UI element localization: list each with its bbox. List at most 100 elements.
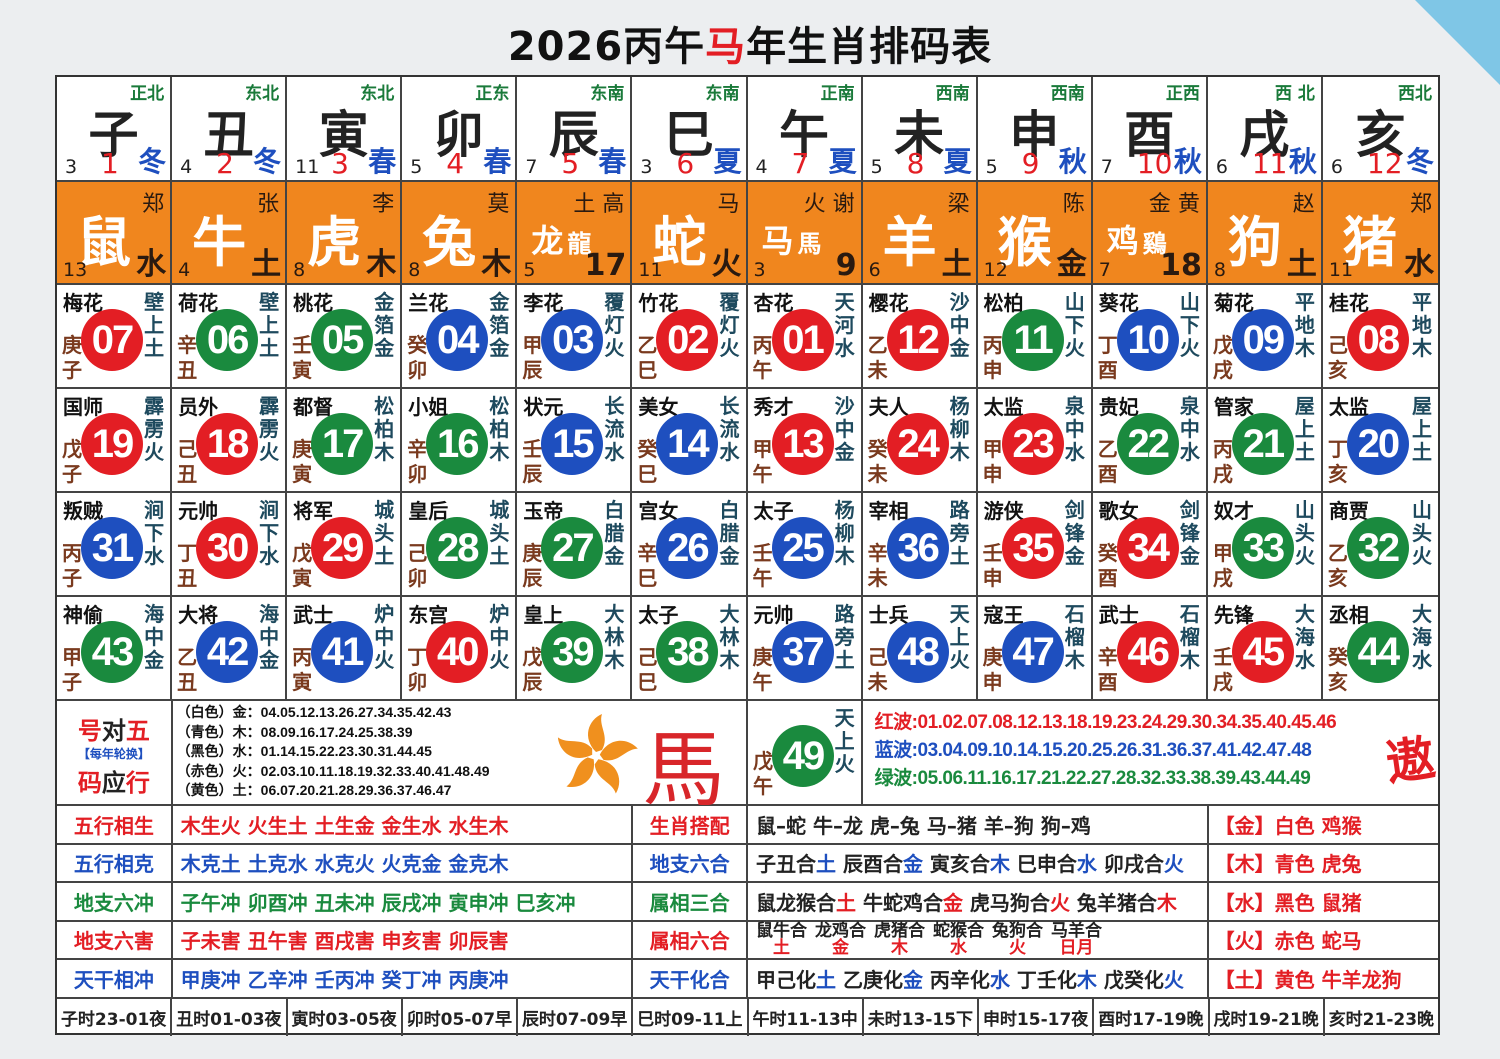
pair-animals: 兔狗合 bbox=[992, 920, 1043, 941]
season-label: 冬 bbox=[1405, 145, 1434, 178]
cell-title: 游侠 bbox=[983, 499, 1024, 523]
relation-pair: 蛇猴合水 bbox=[933, 922, 984, 957]
number-ball: 43 bbox=[81, 621, 143, 683]
ganzhi-label: 己丑 bbox=[177, 437, 198, 486]
number-ball: 36 bbox=[886, 517, 949, 579]
label-char: 五 bbox=[125, 717, 150, 745]
number-ball: 29 bbox=[311, 517, 374, 579]
corner-label: 9 bbox=[835, 248, 857, 283]
relation-label: 属相三合 bbox=[633, 883, 748, 920]
number-cell-10: 葵花 山下火 丁酉 10 bbox=[1092, 285, 1208, 389]
relation-content: 鼠–蛇 牛–龙 虎–兔 马–猪 羊–狗 狗–鸡 bbox=[748, 806, 1209, 843]
ganzhi-label: 乙丑 bbox=[177, 645, 198, 694]
season-label: 秋 bbox=[1058, 145, 1087, 178]
ganzhi-label: 壬午 bbox=[752, 541, 773, 590]
direction-label: 正南 bbox=[820, 84, 855, 104]
cell-title: 小姐 bbox=[408, 395, 449, 419]
number-ball: 10 bbox=[1116, 309, 1179, 371]
nayin-label: 壁上土 bbox=[259, 290, 280, 360]
relation-segment: 卯戌合 bbox=[1096, 852, 1164, 877]
nayin-label: 山下火 bbox=[1179, 290, 1200, 360]
number-cell-42: 大将 海中金 乙丑 42 bbox=[172, 597, 288, 701]
hour-cell: 午时11-13中 bbox=[749, 998, 864, 1036]
relation-label: 天干化合 bbox=[633, 960, 748, 997]
relation-pair: 兔狗合火 bbox=[992, 920, 1043, 957]
cell-title: 樱花 bbox=[868, 291, 909, 315]
relation-label: 属相六合 bbox=[633, 921, 748, 958]
branch-sequence: 6 bbox=[676, 147, 695, 180]
nayin-label: 沙中金 bbox=[834, 394, 855, 464]
branch-header-10: 西 北戌 6 11 秋 bbox=[1207, 77, 1323, 182]
relation-segment: 土 bbox=[816, 852, 836, 877]
earthly-branch: 酉 bbox=[1124, 106, 1175, 164]
cell-title: 叛贼 bbox=[63, 499, 103, 523]
number-ball: 44 bbox=[1346, 621, 1409, 683]
nayin-label: 炉中火 bbox=[374, 602, 395, 672]
number-ball: 08 bbox=[1346, 309, 1409, 371]
element-label-cell: 号对五 【每年轮换】 码应行 bbox=[57, 701, 173, 804]
label-line-2: 码应行 bbox=[57, 763, 171, 798]
cell-title: 丞相 bbox=[1328, 603, 1369, 627]
number-cell-34: 歌女 剑锋金 癸酉 34 bbox=[1092, 493, 1208, 597]
cell-title: 夫人 bbox=[868, 395, 909, 419]
branch-count: 11 bbox=[295, 156, 320, 178]
surname-label: 火 谢 bbox=[803, 192, 855, 217]
number-ball: 06 bbox=[196, 309, 259, 371]
ganzhi-label: 庚子 bbox=[62, 333, 82, 382]
branch-header-1: 东北丑 4 2 冬 bbox=[172, 77, 288, 182]
ganzhi-label: 乙亥 bbox=[1327, 541, 1348, 590]
surname-label: 陈 bbox=[1062, 192, 1085, 217]
relation-label: 五行相生 bbox=[57, 806, 173, 843]
season-label: 春 bbox=[368, 145, 397, 178]
number-ball: 12 bbox=[886, 309, 949, 371]
season-label: 秋 bbox=[1288, 145, 1317, 178]
direction-label: 西北 bbox=[1398, 84, 1432, 104]
number-cell-17: 都督 松柏木 庚寅 17 bbox=[287, 389, 403, 493]
ganzhi-label: 癸巳 bbox=[637, 437, 658, 486]
number-ball: 24 bbox=[886, 413, 949, 475]
season-label: 春 bbox=[598, 145, 627, 178]
nayin-label: 大海水 bbox=[1294, 602, 1315, 672]
ganzhi-label: 辛卯 bbox=[407, 437, 428, 486]
color-group: 【木】青色 虎兔 bbox=[1214, 852, 1362, 877]
nayin-label: 涧下水 bbox=[144, 498, 165, 568]
zodiac-cell-11: 猪郑 11 水 bbox=[1322, 182, 1438, 285]
hour-cell: 亥时21-23晚 bbox=[1328, 1009, 1435, 1030]
relations-table: 五行相生 木生火 火生土 土生金 金生水 水生木 生肖搭配 鼠–蛇 牛–龙 虎–兔 马… bbox=[57, 806, 1438, 999]
number-ball: 27 bbox=[541, 517, 604, 579]
number-cell-41: 武士 炉中火 丙寅 41 bbox=[287, 597, 403, 701]
relation-segment: 木 bbox=[1156, 890, 1177, 915]
branch-sequence: 4 bbox=[446, 147, 465, 180]
label-line-1: 号对五 bbox=[57, 711, 171, 746]
nayin-label: 沙中金 bbox=[949, 290, 970, 360]
zodiac-animal: 牛 bbox=[192, 211, 247, 274]
surname-label: 赵 bbox=[1292, 192, 1315, 217]
nayin-label: 大林木 bbox=[719, 602, 740, 672]
zodiac-count: 12 bbox=[983, 259, 1008, 281]
relation-segment: 丙辛化 bbox=[922, 967, 990, 992]
relation-segment: 金 bbox=[942, 890, 963, 915]
bauhinia-logo-icon bbox=[557, 714, 638, 794]
cell-title: 宫女 bbox=[638, 499, 679, 523]
branch-header-3: 正东卯 5 4 春 bbox=[402, 77, 518, 182]
number-cell-06: 荷花 壁上土 辛丑 06 bbox=[172, 285, 288, 389]
branch-count: 3 bbox=[65, 156, 78, 178]
ganzhi-label: 丙子 bbox=[62, 541, 82, 590]
direction-label: 东南 bbox=[705, 84, 740, 104]
cell-title: 葵花 bbox=[1098, 291, 1139, 315]
number-cell-47: 寇王 石榴木 庚申 47 bbox=[977, 597, 1093, 701]
number-cell-31: 叛贼 涧下水丙子 31 bbox=[57, 493, 173, 597]
hour-cell: 申时15-17夜 bbox=[979, 998, 1095, 1036]
zodiac-animal: 马馬 bbox=[762, 216, 822, 262]
nayin-label: 石榴木 bbox=[1179, 602, 1200, 672]
pair-animals: 鼠牛合 bbox=[756, 920, 807, 941]
cell-title: 奴才 bbox=[1213, 499, 1254, 523]
earthly-branch: 卯 bbox=[433, 106, 484, 164]
number-ball: 15 bbox=[541, 413, 604, 475]
nayin-label: 金箔金 bbox=[489, 290, 510, 360]
zodiac-count: 13 bbox=[63, 259, 88, 281]
number-ball: 31 bbox=[81, 517, 143, 579]
number-ball: 45 bbox=[1231, 621, 1294, 683]
ganzhi-label: 丁卯 bbox=[407, 645, 428, 694]
